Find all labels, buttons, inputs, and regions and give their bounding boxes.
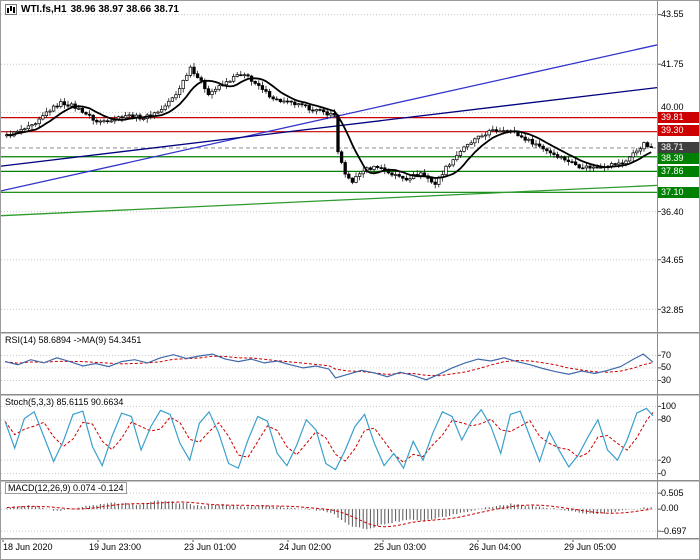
current-price-label: 38.71	[658, 142, 699, 153]
rsi-axis-tick: 70	[661, 350, 672, 361]
date-label: 24 Jun 02:00	[279, 542, 332, 552]
ohlc-values: 38.96 38.97 38.66 38.71	[70, 4, 179, 15]
macd-axis-tick: 0.00	[661, 503, 679, 514]
price-axis-tick: 43.55	[661, 9, 684, 20]
stoch-axis-tick: 80	[661, 414, 672, 425]
date-label: 26 Jun 04:00	[469, 542, 522, 552]
date-label: 23 Jun 01:00	[184, 542, 237, 552]
macd-label[interactable]: MACD(12,26,9) 0.074 -0.124	[5, 482, 127, 494]
date-label: 29 Jun 05:00	[564, 542, 617, 552]
stoch-axis-tick: 20	[661, 455, 672, 466]
resistance-price-label: 39.81	[658, 112, 699, 123]
resistance-price-label: 39.30	[658, 125, 699, 136]
pane-splitter[interactable]	[1, 480, 699, 482]
price-axis-tick: 40.00	[661, 102, 684, 113]
macd-axis-tick: -0.697	[661, 526, 687, 537]
macd-axis-tick: 0.505	[661, 488, 684, 499]
price-axis-tick: 41.75	[661, 59, 684, 70]
date-label: 25 Jun 03:00	[374, 542, 427, 552]
price-axis-separator	[657, 1, 658, 538]
symbol-period: WTI.fs,H1	[21, 4, 67, 15]
stoch-axis-tick: 100	[661, 401, 677, 412]
price-axis-tick: 36.40	[661, 207, 684, 218]
pane-splitter[interactable]	[1, 332, 699, 334]
rsi-axis-tick: 50	[661, 362, 672, 373]
rsi-axis-tick: 30	[661, 375, 672, 386]
price-axis-tick: 32.85	[661, 305, 684, 316]
pane-splitter[interactable]	[1, 538, 699, 540]
date-label: 19 Jun 23:00	[89, 542, 142, 552]
support-price-label: 37.86	[658, 166, 699, 177]
price-axis-tick: 34.65	[661, 255, 684, 266]
candlestick-icon	[5, 4, 17, 15]
pane-splitter[interactable]	[1, 394, 699, 396]
stoch-axis-tick: 0	[661, 468, 667, 479]
rsi-label[interactable]: RSI(14) 58.6894 ->MA(9) 54.3451	[5, 335, 142, 345]
support-price-label: 38.39	[658, 153, 699, 164]
stochastic-label[interactable]: Stoch(5,3,3) 85.6115 90.6634	[5, 397, 124, 407]
date-label: 18 Jun 2020	[3, 542, 53, 552]
support-price-label: 37.10	[658, 187, 699, 198]
chart-title: WTI.fs,H1 38.96 38.97 38.66 38.71	[5, 4, 179, 15]
